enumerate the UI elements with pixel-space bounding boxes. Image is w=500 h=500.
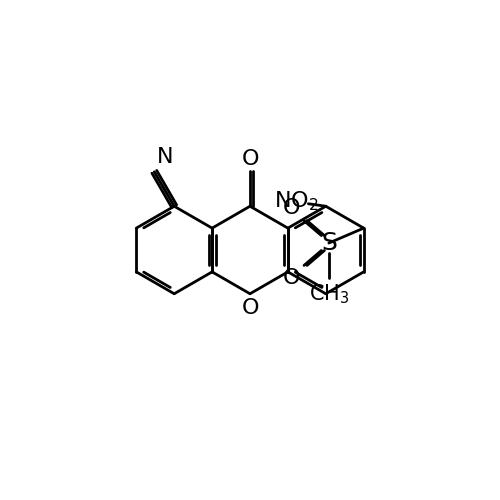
Text: O: O — [242, 298, 259, 318]
Text: NO$_2$: NO$_2$ — [274, 190, 318, 213]
Text: CH$_3$: CH$_3$ — [308, 283, 349, 306]
Text: O: O — [282, 198, 300, 218]
Text: N: N — [157, 147, 174, 167]
Text: O: O — [282, 268, 300, 288]
Text: O: O — [242, 149, 259, 169]
Text: S: S — [321, 231, 337, 255]
